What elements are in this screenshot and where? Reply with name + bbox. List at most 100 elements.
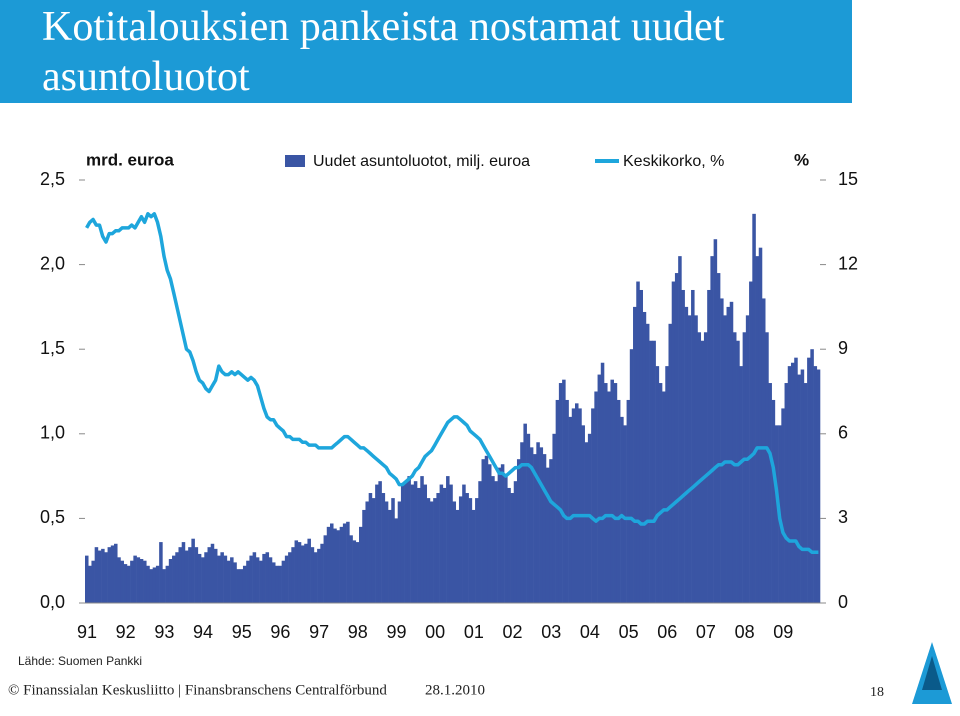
bar — [317, 548, 321, 603]
bar — [658, 383, 663, 603]
line — [85, 212, 819, 554]
bar — [471, 509, 476, 603]
bar — [458, 496, 463, 603]
bar — [700, 340, 705, 603]
bar — [433, 498, 437, 603]
bar — [220, 552, 224, 603]
bar — [362, 509, 366, 603]
x-tick-label: 06 — [657, 622, 677, 642]
bar — [510, 493, 515, 603]
x-tick-label: 09 — [773, 622, 793, 642]
y2-tick-label: 0 — [838, 592, 848, 612]
bar — [323, 535, 328, 603]
bar — [475, 498, 479, 603]
x-tick-label: 92 — [116, 622, 136, 642]
bar — [391, 498, 395, 603]
bar — [359, 526, 363, 603]
y-tick-label: 2,5 — [40, 169, 65, 189]
y2-tick-label: 12 — [838, 253, 858, 273]
x-tick-label: 91 — [77, 622, 97, 642]
bar — [184, 550, 189, 603]
bar — [284, 555, 289, 603]
bar — [233, 562, 237, 603]
bar — [168, 559, 173, 603]
bar — [707, 289, 711, 603]
bar — [584, 442, 589, 603]
bar — [507, 487, 511, 603]
bar — [159, 542, 163, 603]
bar — [388, 509, 392, 603]
bar — [790, 362, 795, 603]
bar — [249, 555, 253, 603]
bar — [533, 454, 537, 603]
bar — [500, 464, 505, 603]
bar — [787, 366, 792, 603]
bar — [333, 528, 337, 603]
bar — [716, 273, 721, 603]
bar — [687, 315, 692, 603]
legend-label: Keskikorko, % — [623, 153, 724, 170]
bar — [497, 467, 502, 603]
x-tick-label: 01 — [464, 622, 484, 642]
bar — [565, 399, 569, 603]
bar — [587, 433, 592, 603]
bar — [807, 357, 811, 603]
x-tick-label: 07 — [696, 622, 716, 642]
bar — [781, 408, 785, 603]
bar — [594, 391, 598, 603]
bar — [97, 550, 102, 603]
bar — [513, 481, 518, 603]
bar — [104, 552, 108, 603]
bar — [181, 542, 186, 603]
bar — [114, 543, 118, 603]
bar — [765, 332, 769, 603]
bar — [774, 425, 779, 603]
bar — [810, 349, 814, 603]
bar — [600, 362, 605, 603]
bar — [120, 560, 124, 603]
bar — [165, 565, 170, 603]
bar — [613, 383, 618, 603]
bar — [242, 565, 247, 603]
bar — [568, 416, 573, 603]
bar — [768, 383, 772, 603]
bar — [523, 423, 527, 603]
bar — [645, 323, 650, 603]
bar — [813, 366, 818, 603]
bar — [210, 543, 215, 603]
bar — [671, 281, 676, 603]
bar — [749, 281, 753, 603]
bar — [381, 493, 386, 603]
y-tick-label: 0,5 — [40, 507, 65, 527]
bar — [330, 523, 334, 603]
bar — [336, 530, 340, 603]
bar — [352, 540, 357, 603]
bar — [449, 484, 453, 603]
bar — [365, 501, 369, 603]
y-axis-label: mrd. euroa — [86, 150, 174, 169]
bar — [549, 459, 553, 603]
bar — [620, 416, 624, 603]
bar — [729, 301, 734, 603]
x-tick-label: 98 — [348, 622, 368, 642]
bar — [288, 552, 292, 603]
bar — [300, 545, 305, 603]
bar — [752, 213, 756, 603]
bar — [88, 565, 92, 603]
bar — [191, 538, 195, 603]
bar — [691, 289, 695, 603]
bar — [246, 560, 250, 603]
bar — [94, 547, 99, 603]
bar — [201, 557, 205, 603]
bar — [629, 349, 634, 603]
bar — [130, 560, 134, 603]
bar — [133, 555, 137, 603]
bar — [539, 447, 544, 603]
bar — [371, 498, 376, 603]
bar — [417, 487, 421, 603]
bar — [452, 501, 457, 603]
bar — [397, 501, 402, 603]
bar — [478, 481, 482, 603]
bar — [297, 542, 302, 603]
